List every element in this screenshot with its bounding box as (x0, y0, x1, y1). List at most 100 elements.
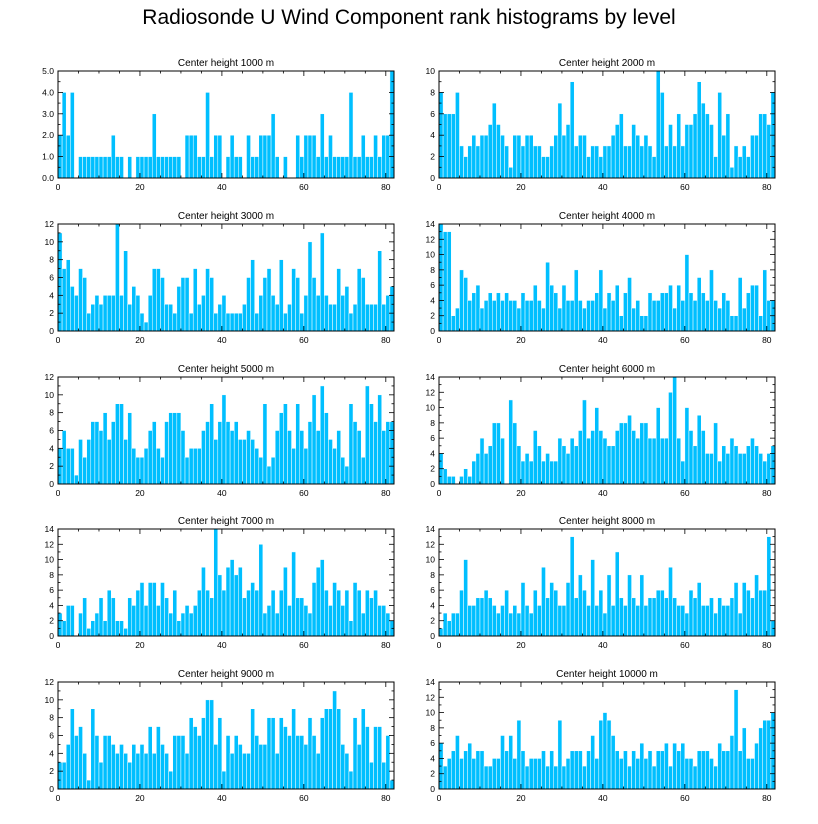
histogram-bar (139, 457, 145, 485)
histogram-bar (516, 612, 522, 637)
histogram-bar (344, 589, 350, 637)
histogram-bar (385, 735, 391, 790)
histogram-bar (242, 597, 247, 637)
histogram-bar (82, 753, 87, 790)
histogram-bar (106, 295, 112, 332)
histogram-bar (668, 124, 673, 179)
histogram-bar (762, 719, 768, 790)
histogram-bar (758, 727, 763, 790)
histogram-bar (487, 597, 493, 637)
histogram-bar (123, 439, 128, 485)
histogram-bar (143, 448, 149, 485)
histogram-bar (532, 284, 538, 332)
histogram-bar (106, 156, 112, 179)
histogram-bar (115, 156, 120, 179)
histogram-bar (319, 717, 325, 790)
histogram-bar (508, 399, 514, 485)
histogram-bar (459, 476, 464, 485)
histogram-bar (205, 421, 210, 485)
histogram-bar (344, 156, 350, 179)
histogram-bar (573, 750, 579, 790)
histogram-bar (500, 437, 505, 485)
histogram-bar (664, 145, 669, 179)
histogram-bar (729, 167, 735, 179)
histogram-bar (205, 268, 210, 332)
histogram-bar (528, 758, 534, 790)
histogram-bar (750, 134, 755, 179)
histogram-bar (340, 156, 346, 179)
histogram-bar (328, 708, 333, 790)
histogram-bar (291, 708, 296, 790)
histogram-bar (319, 232, 325, 332)
histogram-bar (475, 145, 481, 179)
histogram-bar (78, 268, 83, 332)
histogram-bar (70, 708, 75, 790)
histogram-bar (709, 124, 714, 179)
histogram-bar (344, 286, 350, 332)
histogram-bar (369, 304, 374, 332)
histogram-bar (746, 758, 751, 790)
histogram-bar (389, 421, 395, 485)
histogram-bar (348, 403, 354, 485)
histogram-bar (725, 750, 731, 790)
histogram-bar (590, 735, 595, 790)
histogram-bar (217, 574, 223, 637)
histogram-bar (365, 156, 370, 179)
histogram-bar (598, 269, 604, 332)
histogram-bar (729, 315, 735, 332)
histogram-bar (360, 277, 366, 332)
histogram-bar (471, 292, 477, 332)
y-tick-label: 12 (45, 372, 55, 382)
x-tick-label: 60 (299, 640, 309, 650)
histogram-bar (242, 753, 247, 790)
histogram-bar (233, 312, 239, 332)
y-tick-label: 8 (430, 723, 435, 733)
histogram-bar (483, 300, 489, 332)
histogram-bar (508, 612, 514, 637)
x-tick-label: 40 (598, 488, 608, 498)
histogram-bar (733, 445, 739, 485)
histogram-bar (352, 156, 358, 179)
histogram-bar (356, 430, 362, 485)
y-tick-label: 0 (49, 784, 54, 794)
x-tick-label: 0 (437, 793, 442, 803)
histogram-bar (172, 312, 178, 332)
histogram-bar (94, 421, 100, 485)
histogram-bar (332, 582, 337, 637)
histogram-bar (209, 277, 214, 332)
histogram-bar (365, 589, 370, 637)
histogram-bar (270, 113, 276, 179)
histogram-bar (553, 134, 559, 179)
y-tick-label: 6 (430, 280, 435, 290)
histogram-bar (225, 566, 231, 637)
histogram-bar (446, 620, 452, 637)
histogram-bar (569, 300, 575, 332)
histogram-panel: Center height 6000 m 0 20 40 60 80 0 2 4 6 8 10 12 14 (426, 364, 776, 498)
histogram-bar (98, 156, 104, 179)
histogram-bar (651, 437, 657, 485)
histogram-bar (651, 765, 657, 790)
x-tick-label: 40 (598, 640, 608, 650)
histogram-bar (369, 762, 374, 790)
histogram-bar (328, 439, 333, 485)
histogram-bar (438, 628, 444, 637)
histogram-bar (209, 156, 214, 179)
x-tick-label: 20 (135, 640, 145, 650)
histogram-bar (205, 699, 210, 790)
histogram-bar (373, 726, 378, 790)
histogram-bar (102, 156, 108, 179)
histogram-bar (614, 124, 620, 179)
histogram-bar (340, 605, 346, 637)
histogram-bar (65, 259, 71, 332)
histogram-bar (664, 742, 669, 790)
y-tick-label: 12 (426, 539, 436, 549)
histogram-bar (135, 457, 141, 485)
histogram-bar (487, 292, 493, 332)
histogram-bar (528, 134, 534, 179)
histogram-bar (639, 422, 645, 485)
histogram-bar (238, 439, 243, 485)
histogram-bar (61, 620, 67, 637)
histogram-bar (65, 448, 71, 485)
histogram-bar (324, 156, 329, 179)
histogram-bar (586, 750, 591, 790)
